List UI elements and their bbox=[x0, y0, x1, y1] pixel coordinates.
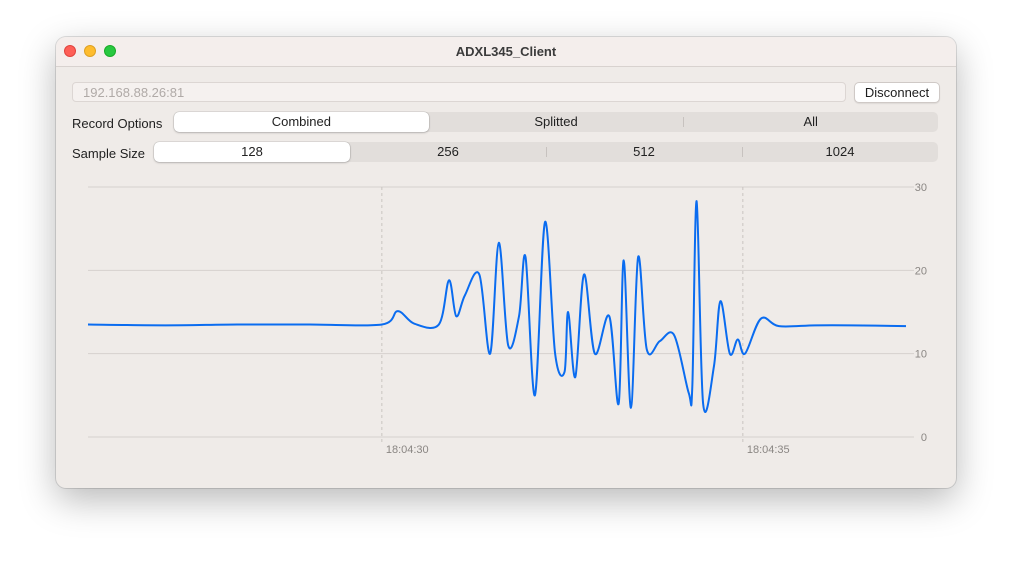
record-options-segmented-control: Combined Splitted All bbox=[174, 112, 938, 132]
record-options-label: Record Options bbox=[72, 116, 163, 131]
x-tick-label: 18:04:35 bbox=[747, 444, 790, 456]
sample-size-segmented-control: 128 256 512 1024 bbox=[154, 142, 938, 162]
record-option-combined[interactable]: Combined bbox=[174, 112, 429, 132]
accelerometer-line-chart: 30 20 10 0 18:04:30 18:04:35 bbox=[87, 182, 927, 456]
sample-size-256[interactable]: 256 bbox=[437, 144, 459, 159]
y-tick-label: 0 bbox=[921, 432, 927, 444]
window-title: ADXL345_Client bbox=[455, 44, 557, 59]
address-field[interactable]: 192.168.88.26:81 bbox=[72, 82, 846, 102]
app-window: ADXL345_Client 192.168.88.26:81 Disconne… bbox=[56, 37, 956, 488]
record-option-splitted[interactable]: Splitted bbox=[534, 114, 578, 129]
x-tick-label: 18:04:30 bbox=[386, 444, 429, 456]
y-tick-label: 10 bbox=[915, 349, 927, 361]
y-tick-label: 30 bbox=[915, 182, 927, 194]
zoom-window-button[interactable] bbox=[104, 45, 116, 57]
titlebar: ADXL345_Client bbox=[56, 37, 956, 67]
sample-size-label: Sample Size bbox=[72, 146, 145, 161]
sample-size-1024[interactable]: 1024 bbox=[742, 142, 938, 162]
record-option-all[interactable]: All bbox=[683, 112, 938, 132]
sample-size-512[interactable]: 512 bbox=[546, 142, 742, 162]
sample-size-128[interactable]: 128 bbox=[154, 142, 350, 162]
minimize-window-button[interactable] bbox=[84, 45, 96, 57]
series-line bbox=[87, 200, 907, 413]
disconnect-button[interactable]: Disconnect bbox=[854, 82, 940, 103]
close-window-button[interactable] bbox=[64, 45, 76, 57]
y-tick-label: 20 bbox=[915, 265, 927, 277]
